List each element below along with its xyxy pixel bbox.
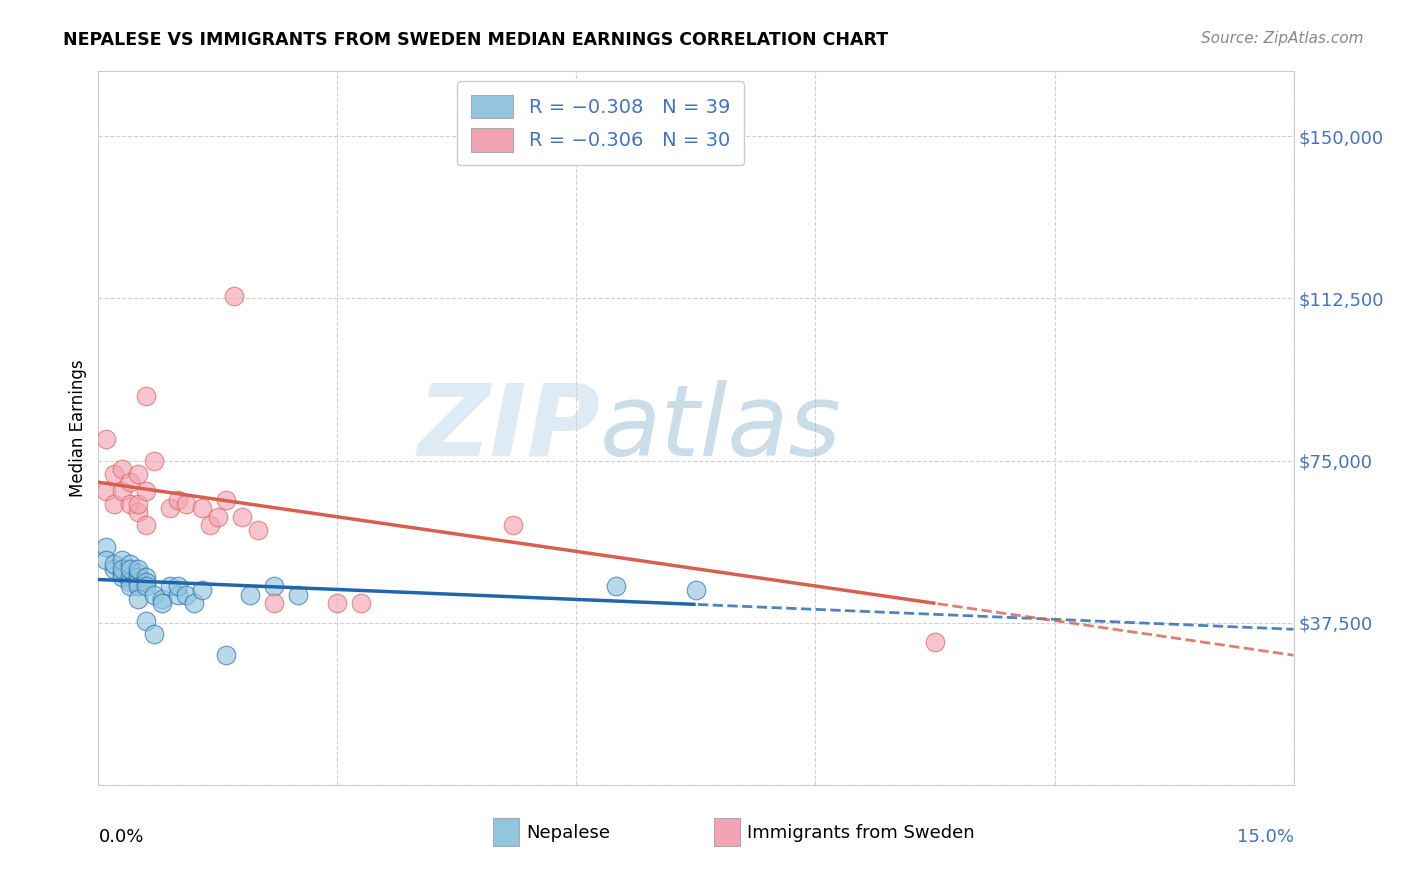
Point (350, 596, 373, 610)
Point (135, 574, 157, 589)
Point (96, 553, 118, 567)
Point (103, 558, 125, 572)
Point (120, 562, 142, 576)
Point (143, 626, 166, 640)
Point (191, 501, 214, 516)
Point (263, 596, 285, 610)
Point (127, 562, 149, 576)
Point (120, 574, 142, 589)
Point (143, 453, 166, 467)
Point (924, 635, 946, 649)
Point (150, 592, 173, 607)
Text: 15.0%: 15.0% (1236, 828, 1294, 846)
Legend: R = −0.308   N = 39, R = −0.306   N = 30: R = −0.308 N = 39, R = −0.306 N = 30 (457, 81, 744, 166)
Point (605, 579, 627, 593)
Point (326, 596, 349, 610)
Point (174, 497, 197, 511)
Point (120, 497, 142, 511)
Point (135, 570, 157, 584)
Point (96, 432, 118, 446)
Point (127, 497, 149, 511)
Point (135, 518, 157, 533)
Point (685, 583, 707, 598)
Point (127, 506, 149, 520)
Point (502, 518, 524, 533)
Point (127, 566, 149, 580)
Point (127, 574, 149, 589)
Point (167, 588, 190, 602)
Point (215, 648, 238, 663)
Point (159, 579, 181, 593)
Point (231, 509, 253, 524)
Point (198, 518, 221, 533)
Point (207, 509, 229, 524)
Point (135, 483, 157, 498)
Point (191, 583, 214, 598)
Point (120, 579, 142, 593)
Point (135, 579, 157, 593)
Point (111, 570, 134, 584)
Text: 0.0%: 0.0% (98, 828, 143, 846)
Point (167, 492, 190, 507)
Point (120, 558, 142, 572)
Point (103, 497, 125, 511)
Point (111, 566, 134, 580)
Point (287, 588, 309, 602)
Point (127, 570, 149, 584)
Point (222, 289, 245, 303)
Point (135, 614, 157, 628)
Point (174, 588, 197, 602)
Point (263, 579, 285, 593)
FancyBboxPatch shape (494, 819, 519, 846)
Text: Source: ZipAtlas.com: Source: ZipAtlas.com (1201, 31, 1364, 46)
Y-axis label: Median Earnings: Median Earnings (69, 359, 87, 497)
Point (127, 579, 149, 593)
Point (96, 540, 118, 554)
Point (111, 483, 134, 498)
Point (103, 562, 125, 576)
Point (96, 483, 118, 498)
Point (143, 588, 166, 602)
Text: Immigrants from Sweden: Immigrants from Sweden (748, 824, 974, 842)
Point (111, 553, 134, 567)
Point (135, 389, 157, 403)
Point (183, 596, 205, 610)
Point (215, 492, 238, 507)
Point (111, 462, 134, 476)
Point (103, 467, 125, 481)
Point (150, 596, 173, 610)
Point (127, 592, 149, 607)
Point (127, 467, 149, 481)
Point (239, 588, 262, 602)
FancyBboxPatch shape (714, 819, 740, 846)
Point (120, 570, 142, 584)
Text: NEPALESE VS IMMIGRANTS FROM SWEDEN MEDIAN EARNINGS CORRELATION CHART: NEPALESE VS IMMIGRANTS FROM SWEDEN MEDIA… (63, 31, 889, 49)
Point (120, 475, 142, 490)
Point (246, 523, 269, 537)
Point (111, 562, 134, 576)
Text: atlas: atlas (600, 380, 842, 476)
Point (167, 579, 190, 593)
Text: ZIP: ZIP (418, 380, 600, 476)
Point (159, 501, 181, 516)
Text: Nepalese: Nepalese (526, 824, 610, 842)
